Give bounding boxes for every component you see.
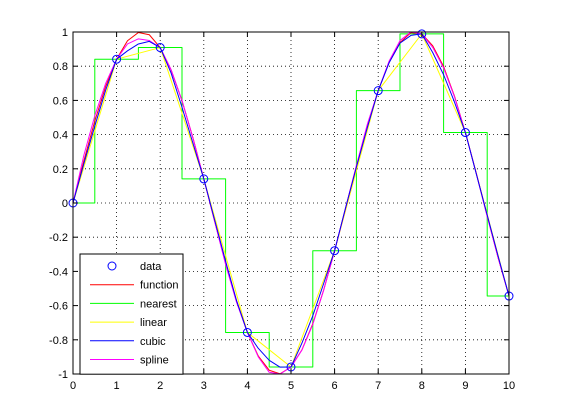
x-tick-label: 5: [288, 380, 294, 392]
x-tick-label: 2: [157, 380, 163, 392]
data-point: [242, 327, 252, 337]
data-point: [417, 29, 427, 39]
y-tick-label: 0.4: [53, 130, 68, 142]
legend-label: linear: [140, 317, 167, 329]
x-tick-label: 4: [244, 380, 250, 392]
y-tick-label: -0.6: [49, 301, 68, 313]
legend-item-spline: spline: [90, 355, 169, 367]
legend-marker: [107, 261, 117, 271]
legend-item-function: function: [90, 280, 179, 292]
y-tick-label: 0: [62, 198, 68, 210]
x-tick-label: 1: [114, 380, 120, 392]
legend-items: data function nearest linear cubic spline: [90, 261, 179, 367]
data-point: [199, 174, 209, 184]
series-layer: [68, 29, 514, 374]
data-point: [460, 128, 470, 138]
legend-label: data: [140, 261, 162, 273]
legend-label: function: [140, 280, 179, 292]
legend-box: [79, 253, 184, 375]
x-tick-label: 6: [332, 380, 338, 392]
legend-label: spline: [140, 355, 169, 367]
series-data: [68, 29, 514, 372]
tick-labels: 0 1 2 3 4 5 6 7 8 9 10 -1 -0.8 -0.6 -0.4 -0.2 0 0.2 0.4 0.6…: [49, 27, 515, 392]
y-tick-label: 1: [62, 27, 68, 39]
data-point: [155, 43, 165, 53]
x-tick-label: 0: [70, 380, 76, 392]
data-point: [330, 246, 340, 256]
x-tick-label: 8: [419, 380, 425, 392]
x-tick-label: 9: [462, 380, 468, 392]
y-tick-label: -0.8: [49, 335, 68, 347]
legend-item-nearest: nearest: [90, 298, 177, 310]
legend-label: nearest: [140, 298, 177, 310]
y-tick-label: 0.2: [53, 164, 68, 176]
x-tick-label: 7: [375, 380, 381, 392]
x-tick-label: 3: [201, 380, 207, 392]
y-tick-label: 0.6: [53, 95, 68, 107]
series-cubic-line: [73, 33, 509, 368]
y-tick-label: -0.2: [49, 232, 68, 244]
x-tick-label: 10: [503, 380, 515, 392]
y-tick-label: -0.4: [49, 266, 68, 278]
y-tick-label: -1: [58, 369, 68, 381]
legend-item-data: data: [107, 261, 162, 273]
data-point: [373, 86, 383, 96]
legend: data function nearest linear cubic spline: [79, 253, 184, 375]
data-point: [112, 54, 122, 64]
y-tick-label: 0.8: [53, 61, 68, 73]
legend-item-cubic: cubic: [90, 336, 166, 348]
legend-item-linear: linear: [90, 317, 167, 329]
legend-label: cubic: [140, 336, 166, 348]
